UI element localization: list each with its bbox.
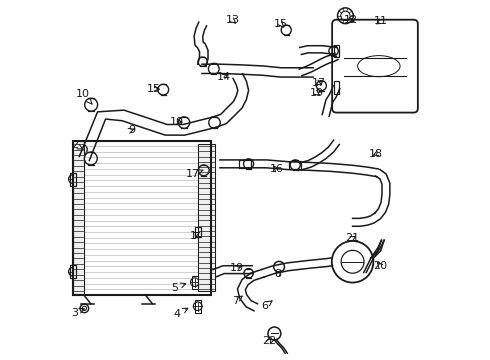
Text: 7: 7 [232,296,242,306]
Text: 10: 10 [170,117,184,127]
Text: 19: 19 [310,88,324,98]
Bar [334,45,339,58]
Text: 15: 15 [274,19,288,29]
Bar [239,160,251,168]
Text: 12: 12 [343,15,358,26]
Bar [73,140,84,295]
Text: 14: 14 [217,72,231,82]
Text: 18: 18 [369,149,383,159]
Text: 6: 6 [261,301,272,311]
Text: 15: 15 [147,84,161,94]
Text: 5: 5 [172,283,186,293]
Bar [195,300,200,313]
Bar [334,81,339,94]
Text: 10: 10 [76,89,92,104]
Bar [73,140,211,295]
Bar [198,144,215,291]
Bar [290,161,301,169]
Bar [70,173,76,185]
Text: 17: 17 [312,78,325,88]
Text: 17: 17 [186,168,203,179]
Text: 22: 22 [262,336,276,346]
Text: 4: 4 [173,308,188,319]
Text: 21: 21 [345,233,360,243]
Text: 2: 2 [71,140,83,150]
Text: 9: 9 [128,125,136,135]
Bar [70,265,76,278]
Text: 13: 13 [225,15,240,26]
Text: 20: 20 [373,261,388,271]
Text: 1: 1 [190,231,199,240]
Text: 19: 19 [230,263,244,273]
Text: 11: 11 [374,16,388,26]
Text: 3: 3 [71,308,84,318]
Bar [192,276,197,289]
Text: 8: 8 [274,269,282,279]
Text: 16: 16 [270,164,284,174]
Bar [195,227,201,237]
